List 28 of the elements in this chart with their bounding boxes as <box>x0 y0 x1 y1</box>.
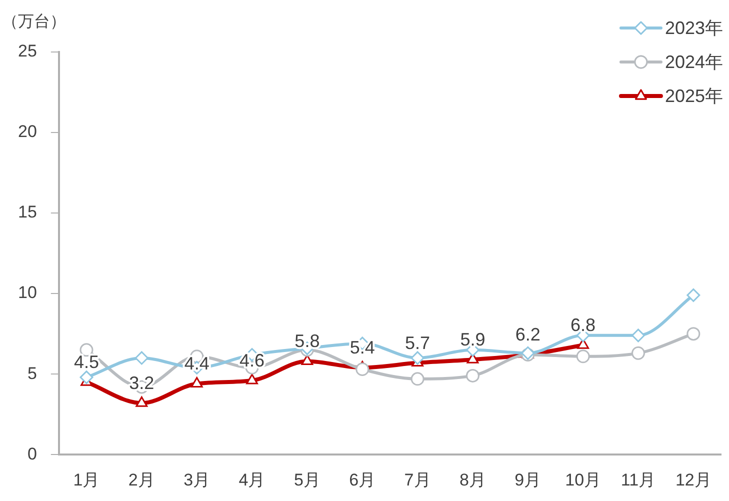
legend-label: 2025年 <box>664 86 724 106</box>
y-tick-label: 0 <box>27 444 37 464</box>
legend-label: 2023年 <box>664 18 724 38</box>
y-tick-label: 15 <box>18 202 37 222</box>
x-tick-label: 2月 <box>128 470 155 490</box>
x-tick-label: 11月 <box>620 470 656 490</box>
data-label: 4.5 <box>74 352 100 372</box>
y-axis-title: （万台） <box>2 12 66 30</box>
x-tick-label: 6月 <box>349 470 376 490</box>
x-tick-label: 9月 <box>514 470 542 490</box>
data-label: 6.2 <box>515 324 540 345</box>
x-tick-label: 10月 <box>565 470 602 490</box>
data-label: 3.2 <box>129 373 154 394</box>
x-tick-label: 3月 <box>184 470 210 490</box>
data-label: 5.7 <box>405 332 430 353</box>
y-tick-label: 25 <box>18 42 37 61</box>
x-tick-label: 7月 <box>404 470 431 490</box>
y-tick-label: 5 <box>27 364 37 383</box>
data-label: 5.9 <box>460 330 486 350</box>
x-tick-label: 5月 <box>294 470 320 490</box>
y-tick-label: 10 <box>18 283 37 302</box>
y-tick-label: 20 <box>18 122 37 142</box>
x-tick-label: 1月 <box>73 470 100 490</box>
x-tick-label: 12月 <box>675 470 712 490</box>
data-label: 6.8 <box>570 315 596 336</box>
x-tick-label: 4月 <box>238 470 266 490</box>
legend-label: 2024年 <box>664 52 724 72</box>
x-tick-label: 8月 <box>459 470 486 490</box>
